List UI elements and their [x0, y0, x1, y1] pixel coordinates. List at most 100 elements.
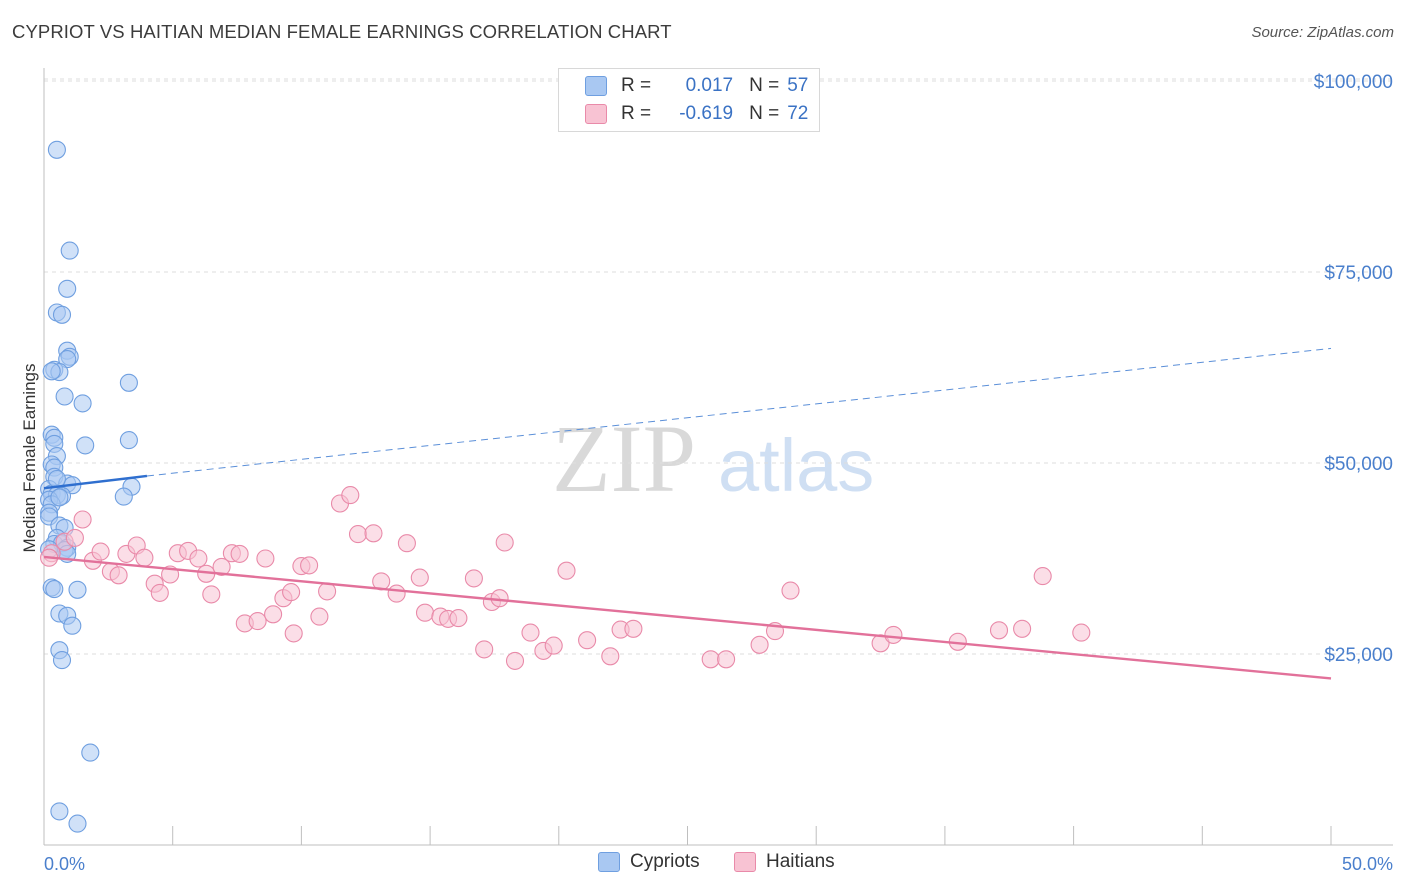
haitian-point	[387, 584, 406, 603]
cypriot-point	[73, 394, 92, 413]
legend-row-cypriots: R = 0.017 N = 57	[585, 74, 808, 98]
y-tick-label: $75,000	[1324, 263, 1393, 284]
haitian-point	[397, 534, 416, 553]
cypriot-point	[119, 431, 138, 450]
legend-r-label: R =	[621, 103, 652, 124]
haitian-point	[341, 486, 360, 505]
watermark-atlas: atlas	[718, 424, 874, 507]
haitian-point	[248, 612, 267, 631]
y-tick-labels: $25,000 $50,000 $75,000 $100,000	[1314, 72, 1393, 666]
x-tick-labels: 0.0% 50.0%	[44, 854, 1393, 874]
chart-source: Source: ZipAtlas.com	[1251, 24, 1394, 41]
haitian-point	[1013, 619, 1032, 638]
cypriot-point	[55, 387, 74, 406]
correlation-legend: R = 0.017 N = 57 R = -0.619 N = 72	[558, 68, 820, 132]
legend-swatch-cypriots	[598, 852, 620, 872]
legend-row-haitians: R = -0.619 N = 72	[585, 102, 808, 126]
watermark: ZIP atlas	[552, 405, 874, 512]
cypriot-point	[81, 743, 100, 762]
haitian-point	[781, 581, 800, 600]
haitian-point	[495, 533, 514, 552]
cypriot-point	[63, 616, 82, 635]
y-tick-label: $25,000	[1324, 645, 1393, 666]
cypriots-trendline-extension	[146, 347, 1332, 477]
series-legend: Cypriots Haitians	[0, 851, 1406, 877]
haitian-point	[150, 583, 169, 602]
legend-n-value: 72	[787, 103, 809, 124]
haitian-point	[65, 528, 84, 547]
haitian-point	[1033, 567, 1052, 586]
legend-r-value: 0.017	[685, 75, 734, 96]
y-tick-label: $100,000	[1314, 72, 1393, 93]
haitian-point	[410, 568, 429, 587]
haitian-point	[884, 625, 903, 644]
haitian-point	[264, 605, 283, 624]
haitian-point	[348, 525, 368, 544]
legend-n-value: 57	[787, 75, 809, 96]
legend-item-cypriots: Cypriots	[598, 851, 700, 873]
haitian-point	[490, 589, 509, 608]
legend-item-haitians: Haitians	[734, 851, 835, 873]
legend-n-label: N =	[749, 103, 780, 124]
haitian-point	[230, 544, 249, 563]
haitian-point	[73, 510, 92, 529]
x-tick-label-min: 0.0%	[44, 854, 85, 874]
haitian-point	[284, 624, 303, 643]
haitian-point	[601, 647, 620, 666]
legend-swatch-haitians	[734, 852, 756, 872]
haitian-point	[521, 623, 540, 642]
cypriot-point	[114, 487, 133, 506]
haitian-point	[475, 640, 494, 659]
cypriot-point	[50, 488, 69, 507]
legend-swatch-cypriots	[585, 76, 607, 96]
chart-title: CYPRIOT VS HAITIAN MEDIAN FEMALE EARNING…	[12, 21, 672, 42]
legend-label-haitians: Haitians	[766, 851, 835, 872]
legend-r-label: R =	[621, 75, 652, 96]
haitian-point	[202, 585, 221, 604]
haitian-point	[364, 524, 383, 543]
cypriot-point	[68, 580, 87, 599]
haitian-point	[282, 583, 301, 602]
haitian-point	[109, 566, 128, 585]
gridlines	[44, 78, 1393, 655]
haitian-point	[212, 557, 231, 576]
trendlines	[43, 347, 1332, 680]
haitian-point	[300, 556, 319, 575]
watermark-zip: ZIP	[552, 405, 696, 512]
haitian-point	[505, 651, 525, 670]
haitian-point	[750, 635, 769, 654]
cypriots-trendline	[43, 474, 148, 490]
legend-n-label: N =	[749, 75, 780, 96]
cypriot-point	[42, 362, 61, 381]
cypriot-point	[68, 814, 87, 833]
legend-r-value: -0.619	[679, 103, 734, 124]
haitians-trendline	[43, 555, 1332, 680]
haitian-point	[1072, 623, 1091, 642]
cypriot-point	[47, 140, 66, 159]
cypriot-point	[76, 436, 95, 455]
haitian-point	[624, 619, 643, 638]
cypriot-point	[50, 802, 69, 821]
haitian-point	[256, 549, 275, 568]
cypriot-point	[60, 241, 79, 260]
x-ticks	[43, 826, 1332, 845]
axes	[43, 68, 1393, 846]
haitian-point	[557, 561, 576, 580]
haitian-point	[544, 636, 563, 655]
cypriot-point	[58, 279, 77, 298]
legend-swatch-haitians	[585, 104, 607, 124]
haitian-point	[189, 549, 208, 568]
haitian-point	[91, 542, 110, 561]
haitian-point	[135, 548, 154, 567]
haitian-point	[310, 607, 329, 626]
cypriot-point	[119, 373, 138, 392]
cypriot-point	[45, 580, 64, 599]
haitian-point	[464, 569, 483, 588]
haitian-point	[449, 609, 468, 628]
haitian-point	[701, 650, 720, 669]
haitian-point	[717, 650, 736, 669]
legend-label-cypriots: Cypriots	[630, 851, 700, 872]
y-tick-label: $50,000	[1324, 454, 1393, 475]
cypriot-point	[52, 305, 72, 324]
